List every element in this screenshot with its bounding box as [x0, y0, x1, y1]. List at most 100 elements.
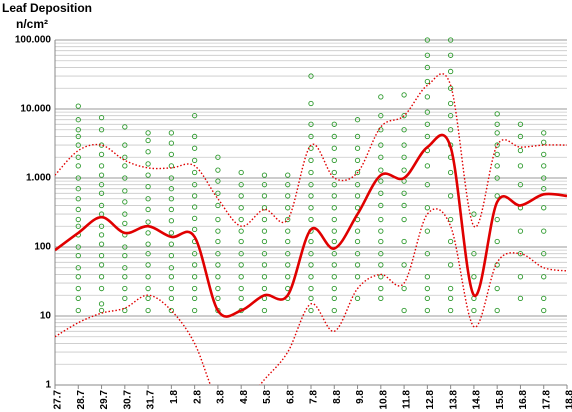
- observation-point: [424, 133, 431, 140]
- observation-point: [75, 216, 81, 223]
- observation-point: [308, 157, 314, 164]
- observation-point: [541, 307, 547, 314]
- observation-point: [145, 137, 151, 144]
- observation-point: [215, 295, 221, 302]
- observation-point: [122, 295, 128, 302]
- observation-point: [447, 307, 454, 314]
- observation-point: [191, 285, 198, 292]
- observation-point: [122, 175, 128, 181]
- observation-point: [238, 238, 244, 245]
- observation-point: [98, 301, 105, 307]
- observation-point: [75, 274, 81, 280]
- observation-point: [122, 265, 128, 271]
- observation-point: [494, 193, 500, 199]
- observation-point: [215, 251, 221, 257]
- observation-point: [191, 193, 198, 199]
- observation-point: [354, 182, 361, 188]
- observation-point: [215, 262, 221, 268]
- observation-point: [191, 262, 198, 268]
- x-tick-label: 14.8: [472, 390, 483, 410]
- observation-point: [168, 241, 175, 247]
- y-tick-label: 1.000: [26, 173, 51, 184]
- observation-point: [168, 218, 175, 224]
- observation-point: [378, 202, 384, 209]
- observation-point: [378, 228, 384, 234]
- x-tick-label: 4.8: [239, 390, 250, 404]
- observation-point: [378, 274, 384, 280]
- observation-point: [378, 113, 384, 119]
- observation-point: [98, 223, 105, 229]
- observation-point: [494, 142, 500, 148]
- observation-point: [308, 133, 314, 140]
- observation-point: [517, 163, 524, 169]
- x-tick-label: 29.7: [99, 390, 110, 410]
- observation-point: [98, 114, 105, 121]
- observation-point: [215, 285, 221, 292]
- observation-point: [494, 216, 500, 223]
- observation-point: [238, 169, 244, 176]
- observation-point: [215, 190, 221, 196]
- observation-point: [401, 216, 407, 223]
- observation-point: [424, 94, 431, 100]
- observation-point: [168, 130, 175, 136]
- observation-point: [75, 295, 81, 302]
- observation-point: [494, 163, 500, 169]
- observation-point: [308, 251, 314, 257]
- observation-point: [145, 219, 151, 225]
- observation-point: [168, 295, 175, 302]
- observation-point: [98, 182, 105, 188]
- observation-point: [285, 216, 291, 223]
- observation-point: [378, 295, 384, 302]
- x-tick-label: 8.8: [332, 390, 343, 404]
- observation-point: [145, 172, 151, 178]
- observation-point: [285, 205, 291, 211]
- observation-point: [122, 307, 128, 314]
- observation-point: [354, 145, 361, 151]
- observation-point: [145, 285, 151, 292]
- observation-point: [261, 274, 268, 280]
- observation-point: [215, 154, 221, 160]
- observation-point: [98, 241, 105, 247]
- observation-point: [191, 113, 198, 119]
- observation-point: [98, 172, 105, 178]
- observation-point: [98, 262, 105, 268]
- observation-point: [261, 228, 268, 234]
- observation-point: [331, 285, 337, 292]
- observation-point: [517, 133, 524, 140]
- observation-point: [378, 238, 384, 245]
- x-tick-label: 11.8: [402, 390, 413, 409]
- observation-point: [285, 228, 291, 234]
- observation-point: [238, 182, 244, 188]
- x-tick-label: 1.8: [169, 390, 180, 404]
- observation-point: [191, 169, 198, 176]
- observation-point: [238, 285, 244, 292]
- observation-point: [191, 182, 198, 188]
- observation-point: [238, 262, 244, 268]
- observation-point: [145, 230, 151, 236]
- observation-point: [98, 307, 105, 314]
- x-tick-label: 10.8: [378, 390, 389, 410]
- observation-point: [75, 154, 81, 160]
- observation-point: [401, 285, 407, 292]
- observation-point: [98, 232, 105, 238]
- observation-point: [541, 295, 547, 302]
- x-tick-label: 6.8: [285, 390, 296, 404]
- observation-point: [424, 64, 431, 71]
- observation-point: [447, 262, 454, 268]
- observation-point: [401, 167, 407, 173]
- observation-point: [331, 238, 337, 245]
- observation-point: [191, 274, 198, 280]
- observation-point: [401, 307, 407, 314]
- observation-point: [541, 205, 547, 211]
- observation-point: [261, 262, 268, 268]
- observation-point: [145, 183, 151, 190]
- observation-point: [98, 285, 105, 292]
- observation-point: [378, 251, 384, 257]
- x-tick-label: 16.8: [518, 390, 529, 410]
- observation-point: [378, 216, 384, 223]
- observation-point: [98, 127, 105, 133]
- observation-point: [541, 274, 547, 280]
- observation-point: [424, 109, 431, 115]
- observation-point: [122, 142, 128, 148]
- observation-point: [401, 113, 407, 119]
